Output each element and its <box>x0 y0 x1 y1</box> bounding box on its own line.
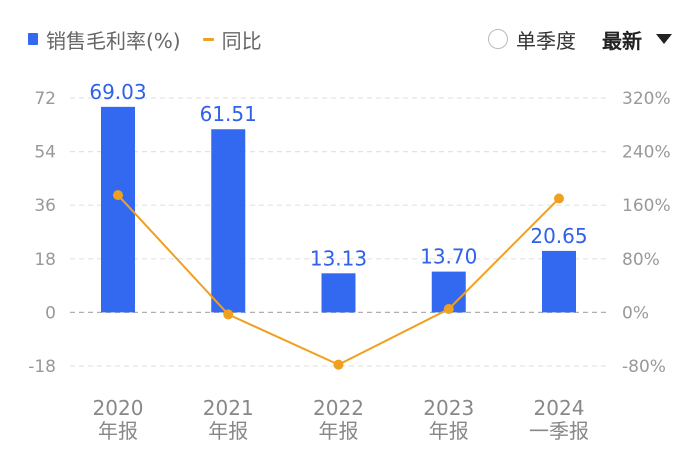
bar-data-label: 13.13 <box>310 246 367 270</box>
period-dropdown[interactable]: 最新 <box>602 25 672 54</box>
y-left-tick-label: 72 <box>34 89 56 109</box>
legend-label-yoy: 同比 <box>221 28 262 53</box>
y-left-tick-label: 36 <box>34 196 56 216</box>
y-right-tick-label: 240% <box>622 143 671 163</box>
x-category-period: 一季报 <box>529 419 589 443</box>
y-right-tick-label: 80% <box>622 250 660 270</box>
legend-label-gross-margin: 销售毛利率(%) <box>46 28 181 53</box>
y-right-tick-label: -80% <box>622 357 666 377</box>
line-layer <box>113 190 564 370</box>
bar-data-label: 20.65 <box>530 224 587 248</box>
yoy-point <box>223 309 234 320</box>
bar <box>211 129 246 313</box>
y-left-tick-label: -18 <box>28 357 56 377</box>
caret-down-icon <box>656 34 672 44</box>
yoy-point <box>113 190 123 201</box>
legend-item-yoy[interactable]: 同比 <box>202 25 262 54</box>
grid-layer: 72 54 36 18 0 -18 320% 240% 160% 80% 0% -80% <box>28 89 670 377</box>
bar-data-label: 13.70 <box>420 245 477 269</box>
single-quarter-label[interactable]: 单季度 <box>516 28 576 53</box>
x-category-label: 2024 一季报 <box>529 396 589 443</box>
x-category-period: 年报 <box>429 419 469 443</box>
y-left-tick-label: 54 <box>34 143 56 163</box>
bar-layer <box>101 106 576 313</box>
y-right-tick-label: 0% <box>622 303 649 323</box>
x-category-year: 2024 <box>534 396 585 420</box>
yoy-point <box>554 193 564 204</box>
period-dropdown-label: 最新 <box>602 28 642 53</box>
x-category-period: 年报 <box>98 419 138 443</box>
bar <box>101 106 135 313</box>
legend-item-gross-margin[interactable]: 销售毛利率(%) <box>28 25 181 54</box>
x-category-year: 2022 <box>313 396 364 420</box>
x-category-year: 2021 <box>203 396 254 420</box>
bar-swatch-icon <box>28 33 38 45</box>
x-category-label: 2023 年报 <box>423 396 474 443</box>
x-category-label: 2021 年报 <box>203 396 254 443</box>
x-category-label: 2022 年报 <box>313 396 364 443</box>
x-category-period: 年报 <box>208 419 248 443</box>
yoy-point <box>443 304 454 315</box>
bar <box>321 273 356 313</box>
bar-data-label: 61.51 <box>200 102 257 126</box>
chart-controls: 单季度 最新 <box>488 24 672 54</box>
y-left-tick-label: 18 <box>34 250 56 270</box>
x-category-year: 2020 <box>93 396 144 420</box>
y-right-tick-label: 320% <box>622 89 671 109</box>
bar-data-label: 69.03 <box>89 80 146 104</box>
y-left-tick-label: 0 <box>45 303 56 323</box>
legend: 销售毛利率(%) 同比 <box>28 24 284 54</box>
x-category-label: 2020 年报 <box>93 396 144 443</box>
y-right-tick-label: 160% <box>622 196 671 216</box>
yoy-point <box>333 359 344 370</box>
x-category-period: 年报 <box>319 419 359 443</box>
single-quarter-radio[interactable] <box>488 29 508 49</box>
line-swatch-icon <box>202 37 214 41</box>
bar <box>542 250 576 313</box>
x-category-year: 2023 <box>423 396 474 420</box>
